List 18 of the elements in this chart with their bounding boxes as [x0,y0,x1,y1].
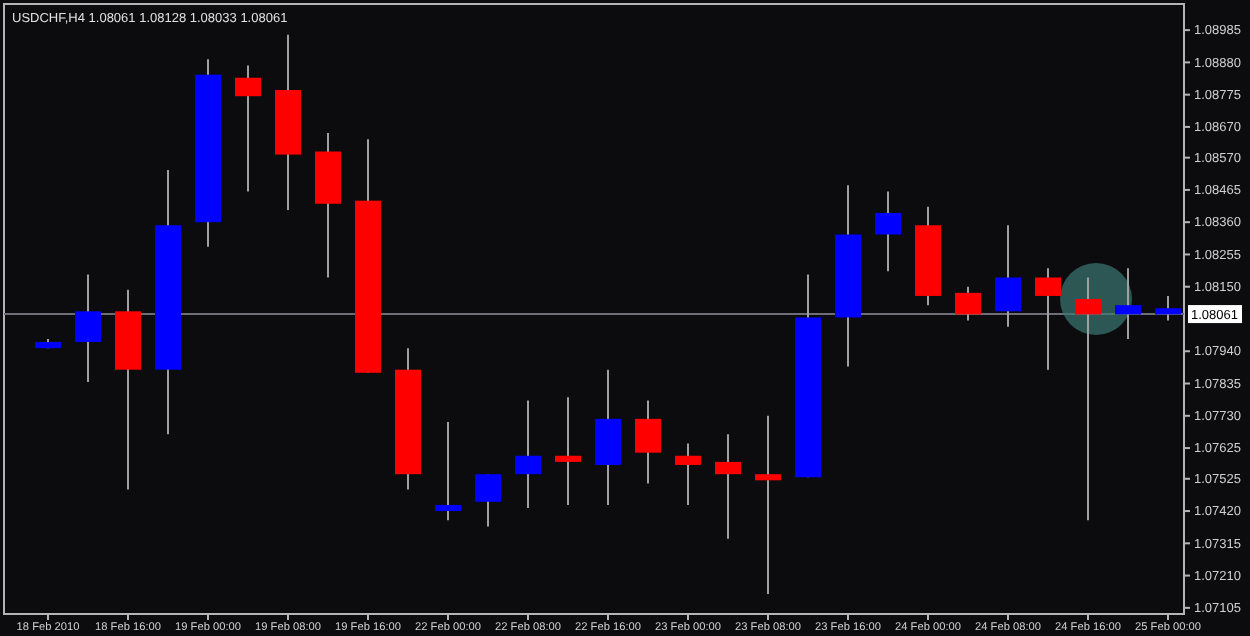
candlestick [875,190,901,273]
candlestick [235,64,261,193]
candlestick [715,433,741,540]
candlestick [955,285,981,322]
candlestick [995,224,1021,328]
candlestick [1155,294,1181,322]
candlestick [1035,267,1061,371]
candlestick [515,399,541,509]
candlestick [635,399,661,485]
candlestick [435,420,461,522]
candlestick [595,368,621,506]
candlestick [675,442,701,506]
candlestick [75,273,101,383]
candlestick [1075,276,1101,522]
candlestick [475,473,501,528]
candlestick [1115,267,1141,340]
candlestick [755,414,781,596]
candlestick [555,396,581,506]
